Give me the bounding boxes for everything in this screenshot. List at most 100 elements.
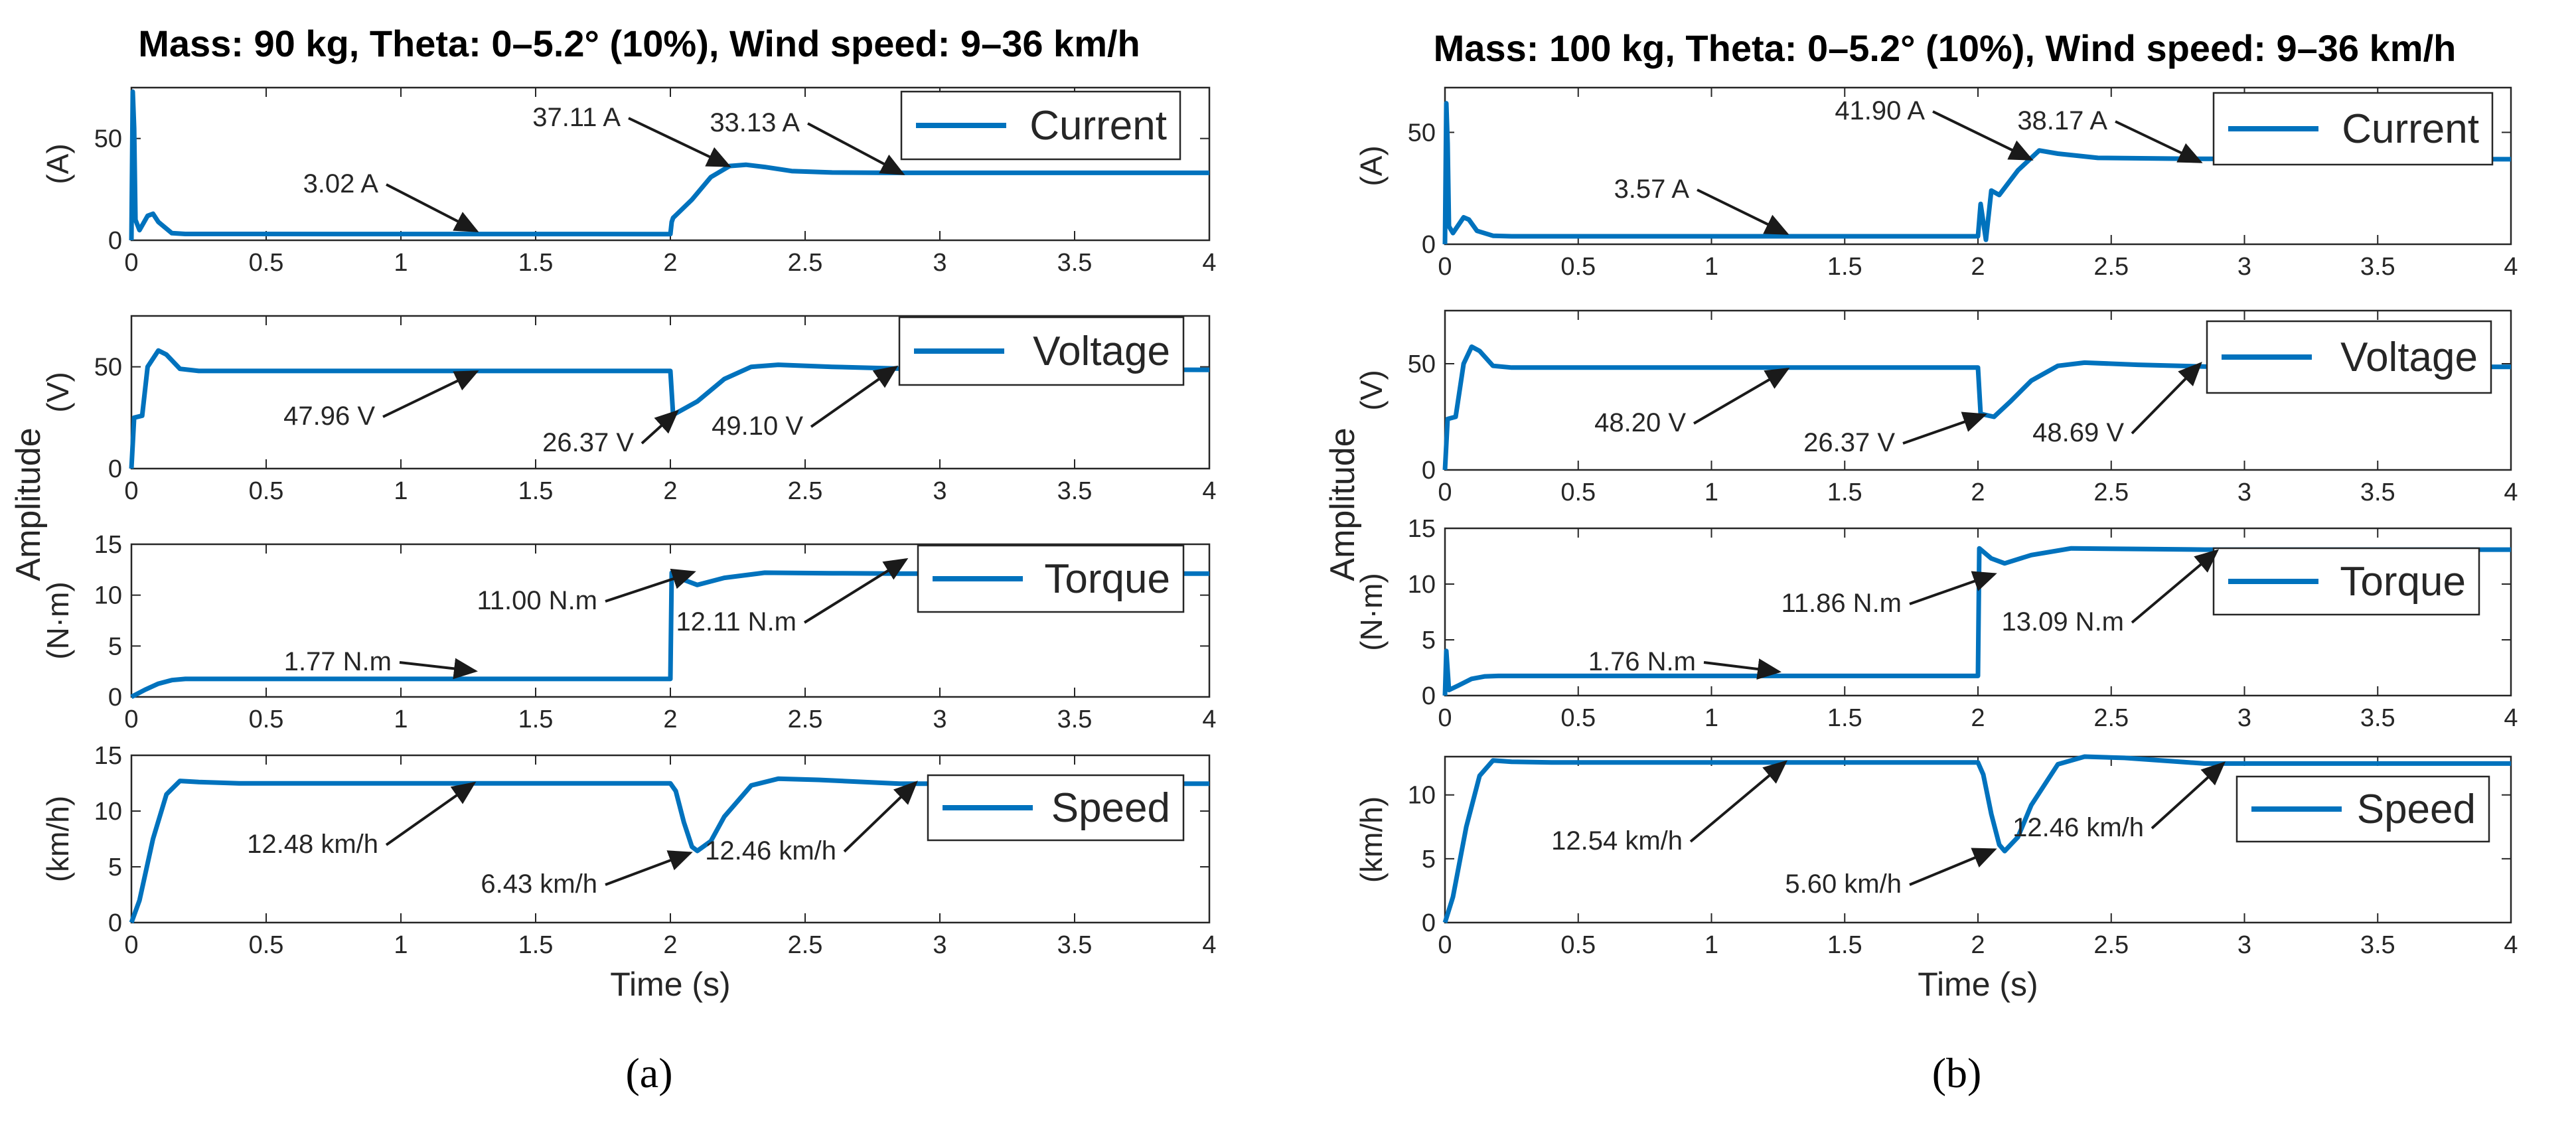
annotation-arrow [605,568,696,603]
annotation-arrow [2131,362,2202,435]
annotation-arrow [1689,760,1788,843]
x-tick-label: 2 [663,477,677,505]
annotation-label: 12.46 km/h [2012,813,2144,842]
x-tick-label: 1.5 [518,477,554,505]
panel-a-xlabel: Time (s) [610,966,730,1003]
x-tick-label: 0 [1438,479,1452,506]
annotation: 47.96 V [283,370,479,431]
x-tick-label: 0.5 [249,931,284,959]
annotation-label: 48.20 V [1594,408,1686,437]
x-tick-label: 2.5 [788,477,823,505]
x-tick-label: 0 [124,706,138,733]
x-tick-label: 2 [663,931,677,959]
annotation-arrow [803,558,909,624]
y-axis-label: (N·m) [1354,573,1389,651]
y-tick-label: 0 [108,455,122,483]
annotation-label: 33.13 A [710,108,800,137]
y-axis-label: (A) [40,143,75,184]
x-tick-label: 1.5 [1827,479,1862,506]
annotation-label: 3.57 A [1614,175,1690,204]
annotation: 26.37 V [542,410,679,457]
annotation-arrow [1697,188,1789,235]
annotation-arrow [1703,658,1781,680]
annotation: 11.00 N.m [477,568,696,615]
panel-b-title: Mass: 100 kg, Theta: 0–5.2° (10%), Wind … [1434,27,2457,69]
y-tick-label: 10 [94,798,122,826]
x-tick-label: 0 [124,931,138,959]
caption-b: (b) [1890,1049,2023,1098]
y-axis-label: (V) [1354,370,1389,410]
y-tick-label: 0 [108,684,122,712]
y-tick-label: 0 [1422,909,1436,937]
annotation-label: 3.02 A [303,169,379,198]
x-tick-label: 2 [1971,704,1985,732]
x-tick-label: 3 [2237,479,2251,506]
annotation: 26.37 V [1803,412,1987,457]
legend-label: Voltage [2340,335,2478,380]
annotation-label: 26.37 V [542,428,634,457]
panel-a-subplot-torque: 0 0.5 1 1.5 2 2.5 3 3.5 4 0 5 10 15 (N·m) Torque 1.77 N… [40,531,1217,733]
x-tick-label: 3.5 [1057,931,1093,959]
x-tick-label: 3.5 [1057,477,1093,505]
y-tick-label: 10 [1408,571,1436,599]
y-tick-label: 50 [94,354,122,382]
annotation-arrow [1932,110,2034,161]
annotation: 12.46 km/h [2012,761,2226,842]
x-tick-label: 3 [933,249,947,277]
x-tick-label: 3.5 [2360,704,2395,732]
y-tick-label: 15 [94,742,122,770]
y-axis-label: (A) [1354,145,1389,186]
x-tick-label: 1 [394,249,408,277]
annotation-arrow [1909,848,1997,886]
x-tick-label: 1 [1705,479,1718,506]
series-line-torque [1442,546,2511,696]
y-tick-label: 5 [1422,846,1436,873]
annotation-arrow [2131,549,2220,624]
annotation-arrow [1909,571,1997,605]
x-tick-label: 2 [1971,931,1985,959]
x-tick-label: 1 [1705,931,1718,959]
legend-box [900,90,1181,161]
annotation-label: 26.37 V [1803,428,1895,457]
annotation-arrow [810,365,899,428]
annotation-label: 49.10 V [712,412,803,441]
x-tick-label: 2.5 [788,706,823,733]
annotation-arrow [628,117,731,167]
annotation: 3.57 A [1614,175,1789,235]
annotation-label: 11.86 N.m [1781,589,1902,618]
annotation: 3.02 A [303,169,479,232]
x-tick-label: 2.5 [2093,253,2129,281]
annotation: 11.86 N.m [1781,571,1997,618]
x-tick-label: 1 [394,931,408,959]
annotation: 37.11 A [532,103,731,167]
x-tick-label: 3.5 [1057,249,1093,277]
legend-label: Current [1029,103,1167,149]
annotation: 49.10 V [712,365,899,441]
annotation-label: 47.96 V [283,402,375,431]
legend-label: Current [2342,106,2479,152]
x-tick-label: 4 [2504,704,2518,732]
annotation-arrow [1693,367,1790,425]
annotation-arrow [386,183,479,232]
x-tick-label: 2 [663,706,677,733]
panel-b-subplot-voltage: 0 0.5 1 1.5 2 2.5 3 3.5 4 0 50 (V) Voltage 48.20 V 26.… [1354,309,2518,506]
panel-a-subplot-current: 0 0.5 1 1.5 2 2.5 3 3.5 4 0 50 (A) Current 3.02 A 37.1… [40,86,1217,277]
panel-b-subplot-torque: 0 0.5 1 1.5 2 2.5 3 3.5 4 0 5 10 15 (N·m) Torque 1.76 N… [1354,515,2518,732]
x-tick-label: 3 [2237,253,2251,281]
x-tick-label: 0.5 [1560,253,1596,281]
annotation-label: 38.17 A [2017,106,2107,135]
panel-b-subplot-speed: 0 0.5 1 1.5 2 2.5 3 3.5 4 0 5 10 (km/h) Speed 12.54 km… [1354,754,2518,959]
y-axis-label: (V) [40,372,75,412]
legend: Torque [2212,547,2480,616]
x-tick-label: 3 [933,706,947,733]
panel-a-subplot-voltage: 0 0.5 1 1.5 2 2.5 3 3.5 4 0 50 (V) Voltage 47.96 V 26.… [40,315,1217,505]
x-tick-label: 4 [1202,477,1216,505]
x-tick-label: 2.5 [788,249,823,277]
x-tick-label: 2 [1971,253,1985,281]
y-tick-label: 0 [108,227,122,255]
x-tick-label: 0 [124,477,138,505]
annotation: 38.17 A [2017,106,2203,163]
series-line-current [1442,101,2512,245]
